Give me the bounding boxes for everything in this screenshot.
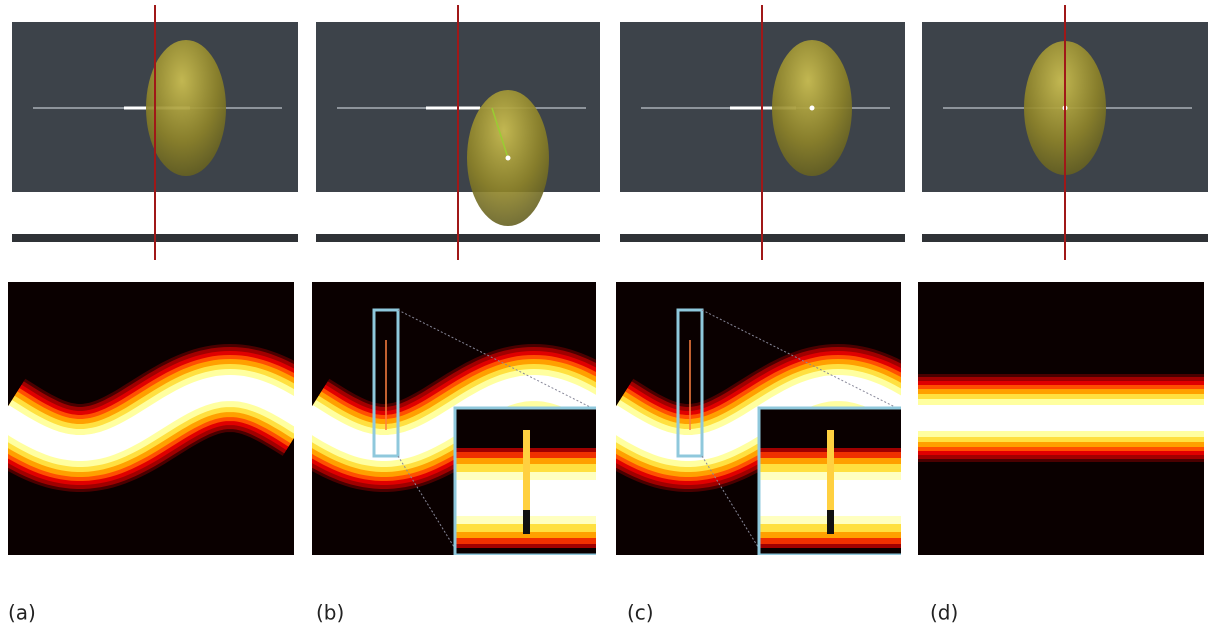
inset-stripe-dark — [827, 510, 834, 534]
heatmap — [2, 282, 306, 555]
panel — [620, 5, 905, 260]
center-dot — [506, 156, 511, 161]
heatmap — [912, 282, 1208, 555]
panel-label: (c) — [627, 601, 654, 625]
heatmap — [306, 282, 610, 555]
panel — [316, 5, 600, 260]
capsule — [146, 40, 226, 176]
center-dot — [810, 106, 815, 111]
panel-label: (b) — [316, 601, 344, 625]
inset-stripe — [523, 430, 530, 510]
heatmap — [610, 282, 914, 555]
figure: (a) (b) (c) (d) — [0, 0, 1208, 635]
panel-label: (a) — [8, 601, 36, 625]
panel — [922, 5, 1208, 260]
panel — [12, 5, 298, 260]
panel-label: (d) — [930, 601, 958, 625]
inset-stripe-dark — [523, 510, 530, 534]
inset-stripe — [827, 430, 834, 510]
